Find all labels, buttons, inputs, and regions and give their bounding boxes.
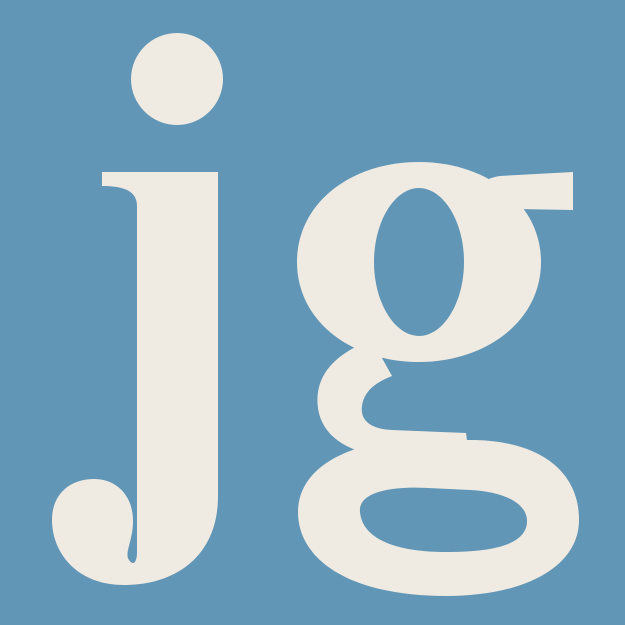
letter-g-ear (462, 172, 573, 210)
letter-g-bowl-counter (374, 188, 464, 336)
letter-g-neck (317, 340, 470, 462)
letter-j-dot (131, 33, 223, 125)
monogram-letters (52, 33, 579, 596)
letter-j-stem (52, 172, 218, 585)
letter-g-loop-counter (359, 487, 527, 552)
